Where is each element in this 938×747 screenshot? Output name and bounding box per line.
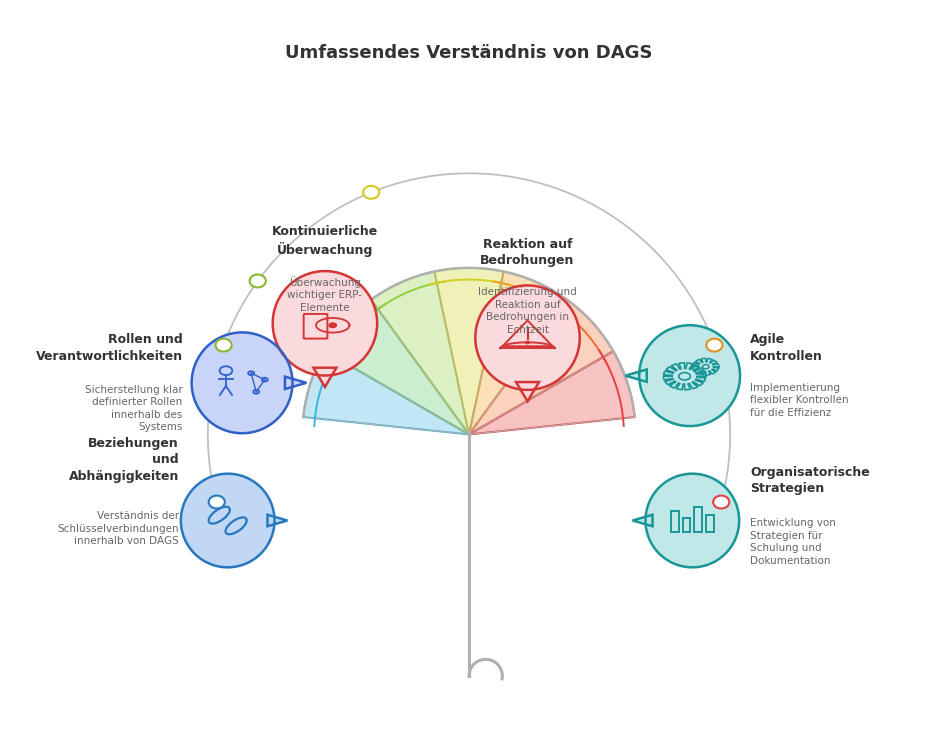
Text: Umfassendes Verständnis von DAGS: Umfassendes Verständnis von DAGS	[285, 43, 653, 61]
Polygon shape	[285, 376, 307, 389]
Text: Implementierung
flexibler Kontrollen
für die Effizienz: Implementierung flexibler Kontrollen für…	[750, 382, 849, 418]
Polygon shape	[371, 271, 469, 435]
Text: Kontinuierliche
Überwachung: Kontinuierliche Überwachung	[272, 225, 378, 257]
Text: Sicherstellung klar
definierter Rollen
innerhalb des
Systems: Sicherstellung klar definierter Rollen i…	[85, 385, 183, 433]
Ellipse shape	[645, 474, 739, 567]
Bar	[683, 518, 690, 532]
Ellipse shape	[191, 332, 293, 433]
Circle shape	[208, 495, 225, 509]
Polygon shape	[267, 515, 287, 526]
Ellipse shape	[476, 285, 580, 390]
Polygon shape	[313, 368, 337, 387]
Polygon shape	[469, 351, 635, 435]
Polygon shape	[303, 351, 469, 435]
Text: Verständnis der
Schlüsselverbindungen
innerhalb von DAGS: Verständnis der Schlüsselverbindungen in…	[57, 511, 179, 546]
Ellipse shape	[639, 325, 740, 426]
Ellipse shape	[329, 323, 337, 328]
Text: Rollen und
Verantwortlichkeiten: Rollen und Verantwortlichkeiten	[36, 333, 183, 363]
Text: Reaktion auf
Bedrohungen: Reaktion auf Bedrohungen	[480, 238, 575, 267]
Polygon shape	[325, 300, 469, 435]
Circle shape	[706, 338, 722, 352]
Ellipse shape	[525, 341, 529, 344]
Text: Beziehungen
und
Abhängigkeiten: Beziehungen und Abhängigkeiten	[68, 436, 179, 483]
Bar	[694, 506, 702, 532]
Ellipse shape	[181, 474, 275, 567]
Text: Organisatorische
Strategien: Organisatorische Strategien	[750, 466, 870, 495]
Circle shape	[363, 186, 379, 199]
Polygon shape	[469, 300, 613, 435]
Polygon shape	[469, 271, 567, 435]
Polygon shape	[516, 382, 539, 401]
Text: Überwachung
wichtiger ERP-
Elemente: Überwachung wichtiger ERP- Elemente	[287, 276, 362, 313]
Ellipse shape	[273, 271, 377, 376]
Text: Identifizierung und
Reaktion auf
Bedrohungen in
Echtzeit: Identifizierung und Reaktion auf Bedrohu…	[478, 288, 577, 335]
Bar	[706, 515, 714, 532]
Circle shape	[713, 495, 730, 509]
Polygon shape	[434, 268, 504, 435]
Circle shape	[250, 274, 265, 288]
Circle shape	[216, 338, 232, 352]
Polygon shape	[626, 370, 647, 382]
Polygon shape	[632, 515, 653, 526]
Text: Agile
Kontrollen: Agile Kontrollen	[750, 333, 823, 363]
Bar	[671, 511, 678, 532]
Text: Entwicklung von
Strategien für
Schulung und
Dokumentation: Entwicklung von Strategien für Schulung …	[750, 518, 836, 565]
